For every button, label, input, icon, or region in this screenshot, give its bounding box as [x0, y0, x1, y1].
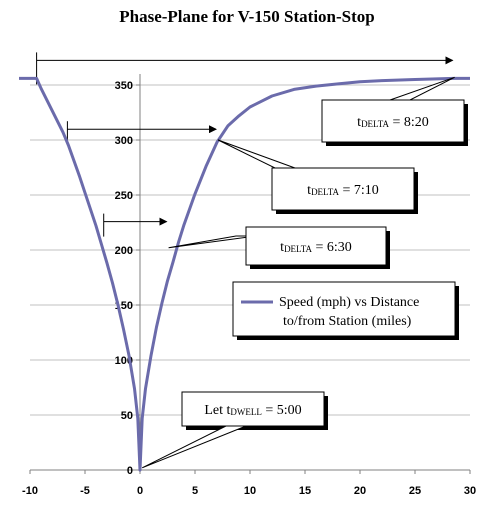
callout-delta-820-box — [321, 99, 465, 143]
legend-label-line-0: Speed (mph) vs Distance — [279, 295, 419, 310]
callout-dwell-box — [181, 391, 325, 427]
x-tick-label-15: 15 — [299, 485, 311, 497]
y-tick-label-250: 250 — [115, 190, 133, 202]
callout-delta-630-pointer — [168, 235, 257, 249]
y-tick-label-300: 300 — [115, 135, 133, 147]
x-tick-label-30: 30 — [464, 485, 476, 497]
callout-delta-630: tDELTA = 6:30 — [168, 226, 390, 269]
callout-delta-710-box — [271, 167, 415, 211]
x-tick-label-0: 0 — [137, 485, 143, 497]
legend-box — [232, 281, 456, 337]
callout-delta-820: tDELTA = 8:20 — [321, 76, 468, 146]
chart-title: Phase-Plane for V-150 Station-Stop — [119, 7, 374, 26]
y-tick-label-0: 0 — [127, 465, 133, 477]
y-tick-label-350: 350 — [115, 80, 133, 92]
y-tick-label-50: 50 — [121, 410, 133, 422]
legend: Speed (mph) vs Distance to/from Station (… — [232, 281, 459, 340]
callout-delta-710-pointer — [217, 139, 296, 169]
callout-delta-820-text: tDELTA = 8:20 — [357, 115, 429, 130]
callout-dwell-pointer — [141, 425, 247, 469]
y-tick-label-200: 200 — [115, 245, 133, 257]
callout-delta-630-text: tDELTA = 6:30 — [280, 240, 352, 255]
callout-delta-630-box — [245, 226, 387, 266]
x-tick-label-5: 5 — [192, 485, 198, 497]
x-tick-label--10: -10 — [22, 485, 38, 497]
x-tick-labels: -10 -5 0 5 10 15 20 25 30 — [22, 485, 476, 497]
x-tick-label-10: 10 — [244, 485, 256, 497]
legend-label-line-1: to/from Station (miles) — [283, 314, 412, 329]
interval-arrows — [36, 52, 454, 237]
callout-dwell-text: Let tDWELL = 5:00 — [204, 403, 301, 418]
series-line-0 — [19, 76, 470, 472]
callout-delta-710-text: tDELTA = 7:10 — [307, 183, 379, 198]
callout-dwell: Let tDWELL = 5:00 — [141, 391, 328, 469]
x-tick-label--5: -5 — [80, 485, 90, 497]
x-tick-label-20: 20 — [354, 485, 366, 497]
callout-delta-710: tDELTA = 7:10 — [217, 139, 418, 214]
callouts: Let tDWELL = 5:00 tDELTA = 6:30 tDELTA = 7… — [141, 76, 468, 469]
x-tick-label-25: 25 — [409, 485, 421, 497]
series-group — [19, 76, 470, 472]
